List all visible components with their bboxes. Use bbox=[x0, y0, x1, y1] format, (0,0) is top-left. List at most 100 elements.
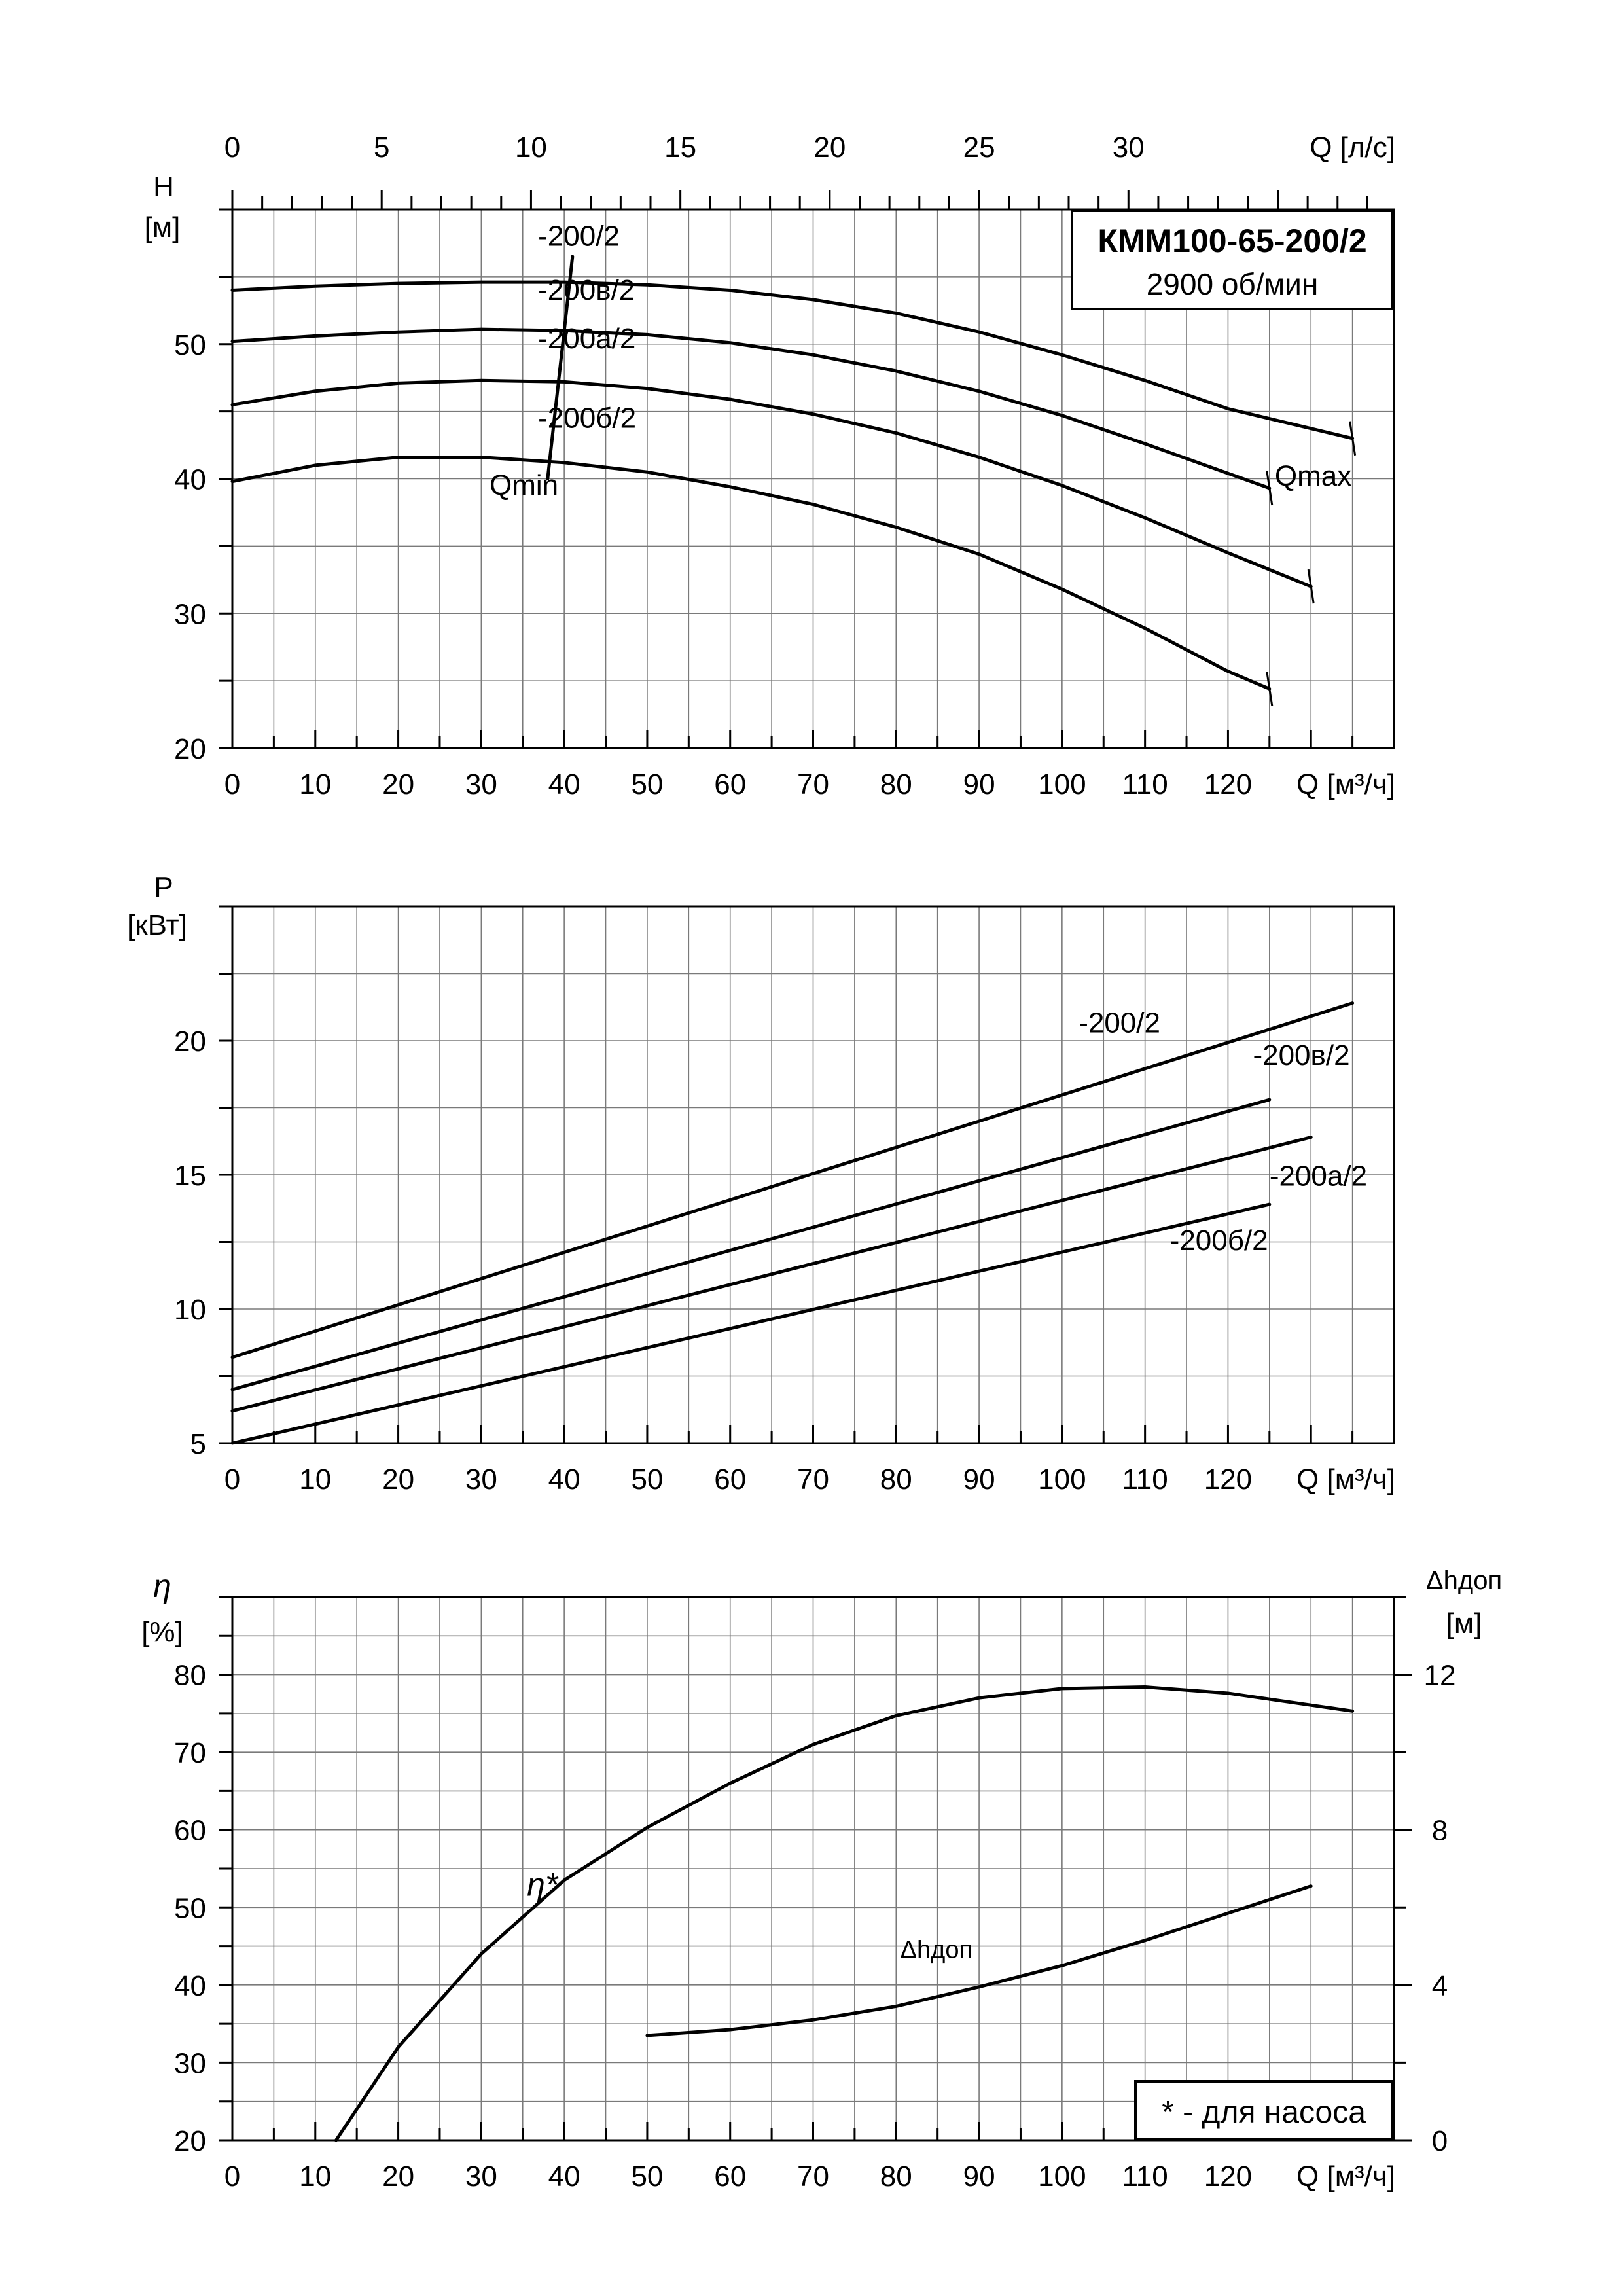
efficiency-note-box bbox=[1134, 2080, 1393, 2140]
power-x-tick-label: 10 bbox=[299, 1463, 331, 1496]
head-x2-tick-label: 5 bbox=[374, 132, 389, 164]
head-title-box bbox=[1071, 209, 1394, 310]
efficiency-x-tick-label: 80 bbox=[880, 2161, 912, 2193]
head-x2-axis-label: Q [л/с] bbox=[1310, 132, 1395, 164]
head-y-tick-label: 30 bbox=[174, 598, 206, 630]
efficiency-y-tick-label: 80 bbox=[174, 1660, 206, 1692]
efficiency-x-tick-label: 120 bbox=[1204, 2161, 1252, 2193]
head-x-axis-label: Q [м³/ч] bbox=[1296, 768, 1395, 800]
efficiency-y2-title: Δhдоп bbox=[1426, 1566, 1502, 1595]
efficiency-x-tick-label: 90 bbox=[963, 2161, 995, 2193]
power-plot-area: 0 10 20 30 40 50 60 70 80 90 100 110 120 Q [м³/ч] 5 10 1… bbox=[174, 905, 1395, 1496]
power-curve-3 bbox=[230, 1202, 1272, 1445]
head-x-tick-label: 50 bbox=[631, 768, 663, 800]
power-curve-label: -200б/2 bbox=[1170, 1225, 1268, 1257]
head-x2-tick-label: 0 bbox=[224, 132, 240, 164]
power-y-tick-label: 5 bbox=[190, 1428, 206, 1460]
power-x-tick-label: 20 bbox=[382, 1463, 414, 1496]
head-x-tick-label: 0 bbox=[224, 768, 240, 800]
head-curve-1 bbox=[230, 327, 1272, 490]
head-qmax-bar bbox=[1266, 672, 1274, 706]
efficiency-x-tick-label: 110 bbox=[1122, 2161, 1168, 2193]
efficiency-x-tick-label: 50 bbox=[631, 2161, 663, 2193]
head-curve-3 bbox=[230, 456, 1272, 691]
efficiency-x-tick-label: 0 bbox=[224, 2161, 240, 2193]
efficiency-eta-label: η* bbox=[527, 1867, 559, 1903]
head-qmax-bar bbox=[1349, 421, 1357, 456]
head-title: КММ100-65-200/2 bbox=[1097, 223, 1366, 259]
efficiency-x-tick-label: 40 bbox=[548, 2161, 580, 2193]
head-x-tick-label: 100 bbox=[1038, 768, 1086, 800]
efficiency-x-tick-label: 30 bbox=[465, 2161, 497, 2193]
head-y-tick-label: 40 bbox=[174, 464, 206, 496]
efficiency-series: 0 4 8 12 η [%] Δhдоп [м] η* Δhдоп * - для насоса bbox=[141, 1566, 1502, 2157]
power-y-unit: [кВт] bbox=[127, 909, 187, 941]
efficiency-x-axis-label: Q [м³/ч] bbox=[1296, 2161, 1395, 2193]
power-curve-2 bbox=[230, 1136, 1313, 1413]
head-series: 0 5 10 15 20 25 30 Q [л/с] H [м] -200/2 -200в/2 -200… bbox=[145, 132, 1395, 706]
efficiency-y-tick-label: 20 bbox=[174, 2125, 206, 2157]
head-qmin-line bbox=[546, 255, 575, 480]
power-x-tick-label: 120 bbox=[1204, 1463, 1252, 1496]
efficiency-y-unit: [%] bbox=[141, 1616, 183, 1648]
efficiency-y2-unit: [м] bbox=[1446, 1607, 1482, 1640]
power-y-tick-label: 20 bbox=[174, 1026, 206, 1058]
power-curve-0 bbox=[230, 1001, 1355, 1359]
head-curve-2 bbox=[230, 378, 1313, 588]
power-x-tick-label: 70 bbox=[797, 1463, 829, 1496]
power-x-tick-label: 30 bbox=[465, 1463, 497, 1496]
head-x2-tick-label: 20 bbox=[813, 132, 846, 164]
head-curve-label: -200в/2 bbox=[538, 274, 635, 306]
head-y-tick-label: 20 bbox=[174, 733, 206, 765]
efficiency-x-tick-label: 70 bbox=[797, 2161, 829, 2193]
head-x-tick-label: 10 bbox=[299, 768, 331, 800]
efficiency-y2-tick-label: 0 bbox=[1432, 2125, 1448, 2157]
efficiency-y2-tick-label: 12 bbox=[1424, 1660, 1456, 1692]
efficiency-y-title: η bbox=[153, 1568, 171, 1604]
efficiency-x-tick-label: 20 bbox=[382, 2161, 414, 2193]
head-y-unit: [м] bbox=[145, 211, 181, 243]
power-x-tick-label: 40 bbox=[548, 1463, 580, 1496]
head-y-tick-label: 50 bbox=[174, 329, 206, 361]
power-x-tick-label: 0 bbox=[224, 1463, 240, 1496]
head-curve-0 bbox=[230, 280, 1355, 440]
efficiency-plot-area: 0 10 20 30 40 50 60 70 80 90 100 110 120 Q [м³/ч] 20 30… bbox=[174, 1596, 1395, 2193]
power-x-tick-label: 50 bbox=[631, 1463, 663, 1496]
head-curve-label: -200/2 bbox=[538, 221, 620, 253]
head-x-tick-label: 30 bbox=[465, 768, 497, 800]
efficiency-y-tick-label: 50 bbox=[174, 1892, 206, 1924]
head-x-tick-label: 60 bbox=[714, 768, 746, 800]
efficiency-x-tick-label: 10 bbox=[299, 2161, 331, 2193]
head-x-tick-label: 90 bbox=[963, 768, 995, 800]
head-x-tick-label: 110 bbox=[1122, 768, 1168, 800]
efficiency-y2-tick-label: 8 bbox=[1432, 1815, 1448, 1847]
efficiency-y-tick-label: 70 bbox=[174, 1737, 206, 1769]
head-qmin-label: Qmin bbox=[490, 469, 558, 501]
power-x-tick-label: 90 bbox=[963, 1463, 995, 1496]
head-x-tick-label: 120 bbox=[1204, 768, 1252, 800]
head-x-tick-label: 20 bbox=[382, 768, 414, 800]
efficiency-y-tick-label: 40 bbox=[174, 1970, 206, 2002]
head-x2-tick-label: 30 bbox=[1113, 132, 1145, 164]
head-x-tick-label: 40 bbox=[548, 768, 580, 800]
efficiency-y-tick-label: 30 bbox=[174, 2047, 206, 2079]
power-curve-label: -200в/2 bbox=[1253, 1039, 1349, 1071]
power-x-axis-label: Q [м³/ч] bbox=[1296, 1463, 1395, 1496]
power-curve-1 bbox=[230, 1098, 1272, 1391]
efficiency-x-tick-label: 60 bbox=[714, 2161, 746, 2193]
efficiency-npsh-label: Δhдоп bbox=[901, 1936, 972, 1964]
efficiency-curve-0 bbox=[334, 1685, 1355, 2142]
head-subtitle: 2900 об/мин bbox=[1147, 267, 1319, 301]
power-curve-label: -200/2 bbox=[1079, 1007, 1160, 1039]
power-x-tick-label: 110 bbox=[1122, 1463, 1168, 1496]
power-x-tick-label: 80 bbox=[880, 1463, 912, 1496]
power-x-tick-label: 100 bbox=[1038, 1463, 1086, 1496]
power-x-tick-label: 60 bbox=[714, 1463, 746, 1496]
power-y-title: P bbox=[154, 871, 173, 903]
head-qmax-bar bbox=[1307, 569, 1315, 604]
head-x2-tick-label: 15 bbox=[664, 132, 696, 164]
head-qmax-bar bbox=[1266, 471, 1274, 506]
head-qmax-label: Qmax bbox=[1275, 460, 1351, 492]
head-x-tick-label: 70 bbox=[797, 768, 829, 800]
